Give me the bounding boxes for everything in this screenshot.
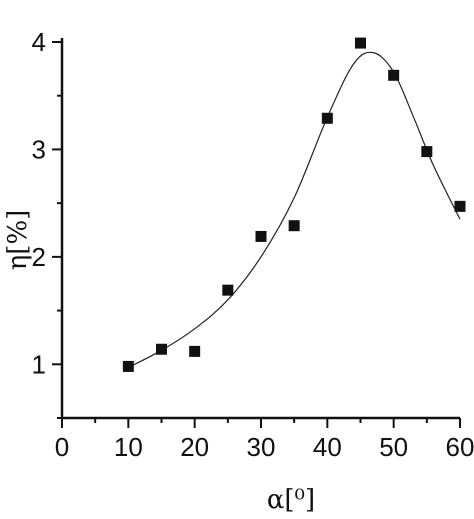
x-tick-label: 20 [180,432,209,462]
y-tick-label: 1 [32,349,46,379]
data-points [122,37,466,372]
x-tick-label: 10 [114,432,143,462]
x-tick-label: 50 [379,432,408,462]
data-point [156,343,167,355]
x-tick-label: 0 [55,432,69,462]
data-point [189,345,201,357]
data-point [321,112,333,124]
x-tick-label: 30 [247,432,276,462]
x-ticks: 0 10 20 30 40 50 60 [55,418,474,462]
y-tick-label: 2 [32,242,46,272]
data-point [421,146,433,158]
data-point [454,200,466,212]
y-axis-label: η[%] [3,210,33,271]
data-point [388,69,400,81]
fit-curve [128,51,461,369]
data-point [355,37,366,49]
data-point [255,230,267,242]
axes [60,38,460,420]
y-tick-label: 3 [32,134,46,164]
data-point [222,284,234,296]
y-tick-label: 4 [32,27,46,57]
x-axis-label: α[⁰] [267,485,315,515]
x-tick-label: 40 [313,432,342,462]
data-point [288,220,300,232]
data-point [122,360,134,372]
y-ticks: 1 2 3 4 [32,27,62,419]
x-tick-label: 60 [446,432,474,462]
